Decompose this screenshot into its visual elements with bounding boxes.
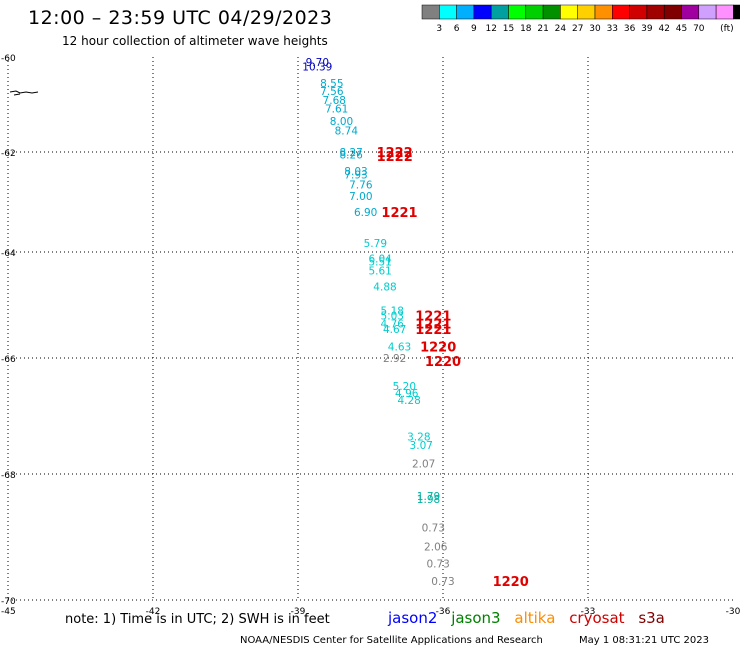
time-label: 1222 [377, 146, 413, 161]
wave-height-label: 1.98 [417, 494, 440, 506]
colorbar-swatch [733, 4, 740, 20]
colorbar-label: 33 [607, 24, 618, 34]
colorbar-label: 45 [676, 24, 687, 34]
colorbar-label: 3 [436, 24, 442, 34]
colorbar-label: 12 [485, 24, 496, 34]
wave-height-label: 0.73 [426, 558, 449, 570]
legend: jason2 jason3 altika cryosat s3a [388, 609, 674, 627]
island-coastline [9, 90, 39, 96]
wave-height-label: 7.93 [344, 170, 367, 182]
page-title: 12:00 – 23:59 UTC 04/29/2023 [28, 7, 333, 29]
wave-height-label: 4.88 [373, 281, 396, 293]
colorbar-label: 15 [503, 24, 514, 34]
colorbar: 3 6 9 12 15 18 21 24 27 30 33 36 39 42 45 70 (ft) [421, 4, 740, 34]
legend-s3a: s3a [638, 609, 665, 627]
lon-tick-label: -42 [146, 607, 161, 617]
time-label: 1221 [415, 310, 451, 325]
wave-height-label: 3.07 [410, 440, 433, 452]
time-label: 1222 [377, 150, 413, 165]
wave-height-label: 8.27 [339, 147, 362, 159]
wave-height-label: 7.76 [349, 180, 373, 192]
wave-height-label: 4.67 [383, 324, 406, 336]
wave-height-label: 8.03 [344, 166, 367, 178]
time-label: 1220 [425, 355, 461, 370]
wave-height-label: 0.73 [422, 523, 445, 535]
wave-height-label: 8.74 [335, 126, 359, 138]
colorbar-label: 30 [589, 24, 601, 34]
time-label: 1220 [493, 575, 529, 590]
wave-height-label: 5.03 [381, 311, 404, 323]
page-subtitle: 12 hour collection of altimeter wave hei… [62, 34, 328, 48]
wave-height-label: 2.07 [412, 459, 435, 471]
lon-tick-label: -36 [436, 607, 451, 617]
lon-tick-label: -45 [1, 607, 16, 617]
colorbar-label: 24 [555, 24, 567, 34]
wave-height-label: 8.55 [320, 78, 343, 90]
wave-height-label: 7.61 [325, 103, 348, 115]
wave-height-label: 3.28 [407, 431, 430, 443]
wave-height-label: 4.63 [388, 341, 411, 353]
legend-cryosat: cryosat [569, 609, 625, 627]
colorbar-label: 9 [471, 24, 477, 34]
wave-height-label: 10.39 [302, 62, 332, 74]
colorbar-label: 39 [641, 24, 653, 34]
wave-height-label: 5.18 [381, 305, 404, 317]
colorbar-label: 27 [572, 24, 583, 34]
colorbar-label: 42 [658, 24, 669, 34]
legend-jason3: jason3 [451, 609, 501, 627]
lat-tick-label: -70 [1, 597, 16, 607]
lon-tick-label: -33 [581, 607, 596, 617]
wave-height-label: 7.56 [320, 86, 344, 98]
wave-height-label: 4.28 [397, 395, 420, 407]
lon-tick-label: -30 [726, 607, 740, 617]
colorbar-label: 18 [520, 24, 532, 34]
time-label: 1221 [415, 323, 451, 338]
wave-height-label: 2.06 [424, 541, 448, 553]
lat-tick-label: -60 [1, 54, 16, 64]
lat-tick-label: -68 [1, 471, 16, 481]
wave-height-label: 1.79 [417, 491, 440, 503]
footer-credit: NOAA/NESDIS Center for Satellite Applica… [240, 635, 543, 646]
wave-height-label: 4.96 [395, 388, 419, 400]
time-label: 1221 [381, 206, 417, 221]
time-label: 1220 [420, 340, 456, 355]
legend-altika: altika [514, 609, 556, 627]
time-label: 1221 [415, 318, 451, 333]
wave-height-label: 5.20 [393, 381, 416, 393]
colorbar-unit: (ft) [720, 24, 734, 34]
footer-timestamp: May 1 08:31:21 UTC 2023 [579, 635, 709, 646]
wave-height-label: 9.70 [306, 57, 329, 69]
note-text: note: 1) Time is in UTC; 2) SWH is in fe… [65, 612, 330, 627]
colorbar-label: 21 [537, 24, 548, 34]
wave-height-label: 7.00 [349, 191, 372, 203]
wave-height-label: 8.26 [339, 150, 363, 162]
lat-tick-label: -66 [1, 355, 16, 365]
colorbar-label: 6 [454, 24, 460, 34]
wave-height-label: 8.00 [330, 116, 353, 128]
wave-height-label: 6.90 [354, 207, 377, 219]
legend-jason2: jason2 [388, 609, 438, 627]
wave-height-label: 4.76 [381, 319, 405, 331]
colorbar-label: 36 [624, 24, 636, 34]
wave-height-label: 5.51 [368, 257, 391, 269]
wave-height-label: 6.04 [368, 253, 392, 265]
wave-height-label: 0.73 [431, 576, 454, 588]
wave-height-label: 5.79 [364, 238, 387, 250]
lon-tick-label: -39 [291, 607, 306, 617]
wave-height-label: 5.61 [368, 266, 391, 278]
colorbar-label: 70 [693, 24, 705, 34]
wave-height-label: 7.68 [323, 95, 346, 107]
wave-height-label: 2.92 [383, 353, 406, 365]
